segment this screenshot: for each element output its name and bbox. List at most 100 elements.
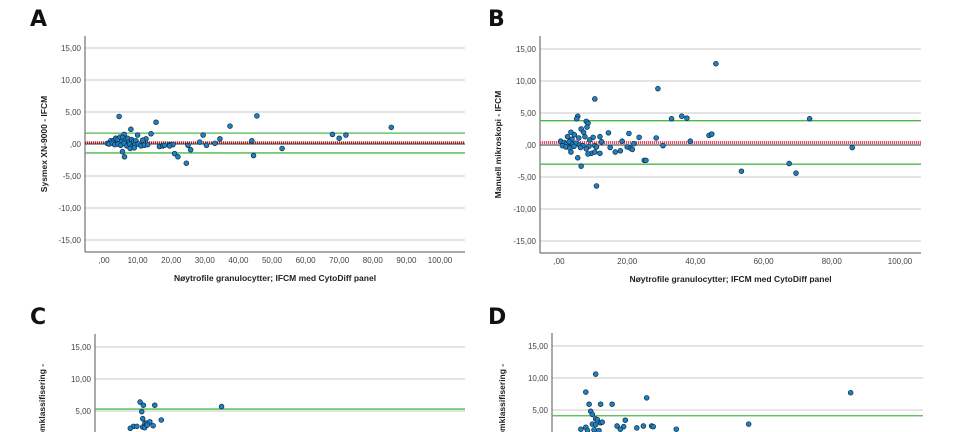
data-point bbox=[139, 415, 146, 422]
x-tick-label: 40,00 bbox=[685, 257, 706, 266]
data-point bbox=[847, 389, 854, 396]
y-tick-label: 5,00 bbox=[520, 109, 536, 118]
data-point bbox=[643, 157, 649, 164]
data-point bbox=[634, 425, 640, 431]
y-tick-label: 10,00 bbox=[71, 375, 92, 384]
data-point bbox=[673, 426, 680, 432]
data-point bbox=[586, 137, 593, 143]
y-tick-label: 15,00 bbox=[61, 44, 82, 53]
data-point bbox=[134, 132, 141, 138]
data-point bbox=[583, 389, 589, 395]
data-point bbox=[622, 417, 629, 423]
data-point bbox=[614, 423, 620, 429]
data-point bbox=[568, 149, 574, 155]
data-point bbox=[227, 123, 233, 129]
data-point bbox=[577, 144, 584, 151]
data-point bbox=[629, 146, 636, 153]
data-point bbox=[218, 403, 225, 410]
data-point bbox=[626, 130, 632, 137]
x-axis-label: Nøytrofile granulocytter; IFCM med CytoD… bbox=[174, 273, 376, 283]
data-point bbox=[643, 395, 650, 401]
data-point bbox=[138, 408, 145, 415]
x-tick-label: 100,00 bbox=[888, 257, 913, 266]
data-point bbox=[158, 417, 165, 423]
data-point bbox=[589, 411, 596, 418]
data-point bbox=[153, 119, 159, 125]
data-point bbox=[217, 136, 223, 142]
data-point bbox=[578, 163, 584, 169]
y-axis-label: omklassifisering - bbox=[497, 364, 507, 432]
data-point bbox=[793, 170, 799, 176]
y-tick-label: 10,00 bbox=[61, 76, 82, 85]
data-point bbox=[619, 138, 625, 144]
data-point bbox=[119, 148, 126, 155]
data-point bbox=[636, 134, 642, 141]
x-tick-label: 90,00 bbox=[396, 256, 417, 265]
y-tick-label: -5,00 bbox=[518, 173, 537, 182]
x-tick-label: 20,00 bbox=[617, 257, 638, 266]
y-tick-label: ,00 bbox=[525, 141, 537, 150]
data-point bbox=[140, 402, 147, 408]
data-point bbox=[631, 140, 637, 147]
y-tick-label: 10,00 bbox=[528, 374, 549, 383]
data-point bbox=[203, 142, 210, 149]
data-point bbox=[279, 145, 285, 152]
data-point bbox=[668, 116, 675, 122]
data-point bbox=[617, 148, 624, 154]
data-point bbox=[212, 140, 218, 147]
data-point bbox=[650, 423, 656, 430]
panel-c: C 15,00 10,00 5,00 omklassifisering - bbox=[30, 305, 465, 432]
data-point bbox=[596, 427, 602, 432]
data-point bbox=[584, 124, 590, 130]
y-tick-label: -5,00 bbox=[63, 172, 82, 181]
data-point bbox=[578, 426, 584, 432]
data-point bbox=[329, 131, 336, 138]
x-tick-label: 100,00 bbox=[428, 256, 453, 265]
data-point bbox=[655, 85, 661, 92]
data-point bbox=[713, 60, 719, 67]
data-point bbox=[684, 115, 690, 121]
data-point bbox=[597, 401, 604, 407]
data-point bbox=[786, 160, 792, 167]
y-tick-label: 15,00 bbox=[71, 343, 92, 352]
data-point bbox=[612, 149, 619, 155]
data-point bbox=[806, 116, 813, 122]
x-tick-label: ,00 bbox=[553, 257, 565, 266]
panel-letter: B bbox=[488, 7, 505, 32]
y-tick-label: 5,00 bbox=[75, 407, 91, 416]
data-point bbox=[131, 145, 137, 151]
x-tick-label: 30,00 bbox=[195, 256, 216, 265]
panel-d: D 15,00 10,00 5,00 omklassifisering - bbox=[488, 305, 923, 432]
data-point bbox=[144, 422, 151, 428]
data-point bbox=[580, 129, 587, 135]
data-point bbox=[249, 138, 255, 144]
data-point bbox=[116, 113, 122, 120]
data-point bbox=[571, 132, 578, 138]
y-tick-label: 5,00 bbox=[65, 108, 81, 117]
data-point bbox=[605, 130, 612, 136]
data-point bbox=[187, 147, 194, 153]
data-point bbox=[660, 142, 666, 149]
data-point bbox=[200, 132, 206, 138]
data-point bbox=[166, 143, 173, 149]
data-point bbox=[597, 150, 603, 157]
data-point bbox=[576, 135, 582, 141]
y-axis-label: Manuell mikroskopi - IFCM bbox=[493, 91, 503, 199]
data-point bbox=[592, 371, 599, 377]
data-point bbox=[591, 427, 597, 432]
data-point bbox=[197, 139, 203, 145]
x-tick-label: 60,00 bbox=[296, 256, 317, 265]
data-point bbox=[593, 183, 600, 189]
data-point bbox=[573, 116, 580, 122]
data-point bbox=[575, 155, 581, 161]
x-tick-label: 60,00 bbox=[754, 257, 775, 266]
panel-letter: C bbox=[30, 305, 46, 330]
x-tick-label: 10,00 bbox=[128, 256, 149, 265]
data-point bbox=[121, 154, 128, 160]
data-point bbox=[592, 96, 598, 102]
data-point bbox=[592, 421, 599, 428]
x-tick-label: 80,00 bbox=[822, 257, 843, 266]
data-point bbox=[144, 141, 151, 148]
data-point bbox=[584, 427, 591, 432]
